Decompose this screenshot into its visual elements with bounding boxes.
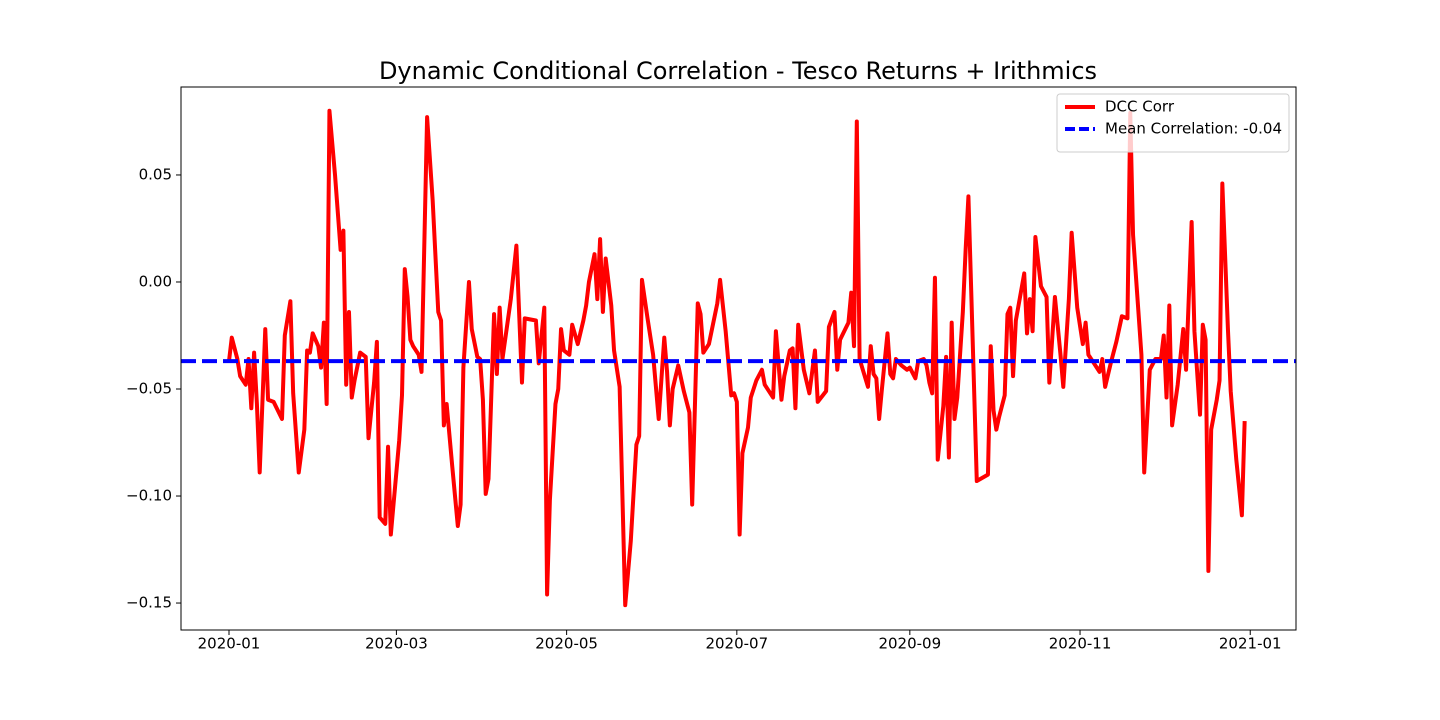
x-tick-label: 2020-11: [1049, 635, 1112, 653]
line-series: [227, 108, 1247, 608]
x-tick-label: 2020-05: [535, 635, 598, 653]
y-tick-label: 0.05: [139, 165, 172, 183]
y-tick-label: −0.15: [126, 594, 172, 612]
legend-box: [1056, 93, 1290, 153]
plot-frame: [180, 86, 1297, 631]
x-tick-label: 2021-01: [1219, 635, 1282, 653]
legend-label: DCC Corr: [1105, 98, 1175, 116]
x-tick-label: 2020-09: [878, 635, 941, 653]
x-tick-label: 2020-07: [705, 635, 768, 653]
x-tick-label: 2020-01: [198, 635, 261, 653]
legend-label: Mean Correlation: -0.04: [1105, 120, 1282, 138]
y-tick-label: 0.00: [139, 272, 172, 290]
y-tick-label: −0.05: [126, 379, 172, 397]
y-tick-label: −0.10: [126, 487, 172, 505]
x-tick-label: 2020-03: [365, 635, 428, 653]
chart-title: Dynamic Conditional Correlation - Tesco …: [379, 57, 1097, 85]
